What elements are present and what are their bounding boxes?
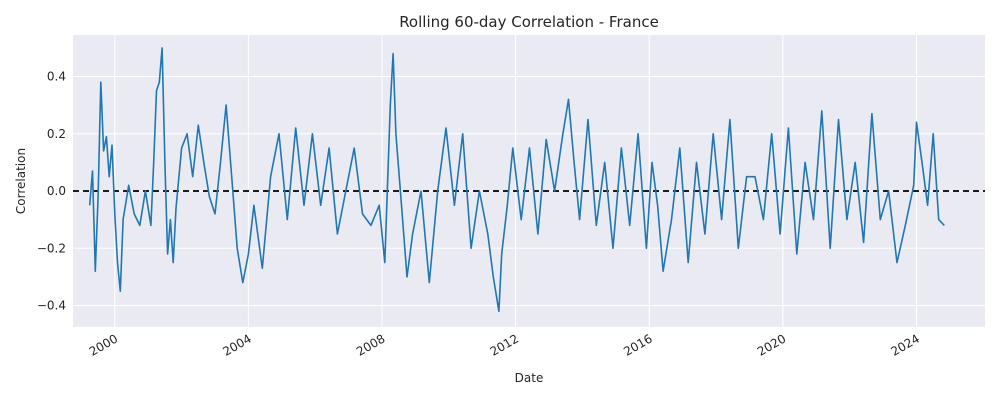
y-tick-label: 0.2 — [47, 127, 66, 141]
y-tick-label: 0.0 — [47, 184, 66, 198]
x-tick-label: 2012 — [488, 331, 521, 358]
x-tick-label: 2016 — [621, 331, 654, 358]
x-axis-ticks: 2000 2004 2008 2012 2016 2020 2024 — [87, 331, 922, 358]
series-layer — [88, 47, 945, 313]
x-tick-label: 2000 — [87, 331, 120, 358]
x-axis-label: Date — [515, 371, 544, 385]
plot-background — [73, 35, 985, 327]
x-tick-label: 2024 — [888, 331, 921, 358]
x-tick-label: 2004 — [220, 331, 253, 358]
series-line — [88, 47, 945, 313]
y-axis-label: Correlation — [14, 148, 28, 214]
y-axis-ticks: −0.4 −0.2 0.0 0.2 0.4 — [37, 70, 66, 313]
x-tick-label: 2008 — [354, 331, 387, 358]
x-tick-label: 2020 — [755, 331, 788, 358]
y-tick-label: 0.4 — [47, 70, 66, 84]
y-tick-label: −0.4 — [37, 299, 66, 313]
chart-title: Rolling 60-day Correlation - France — [399, 13, 659, 31]
y-tick-label: −0.2 — [37, 241, 66, 255]
